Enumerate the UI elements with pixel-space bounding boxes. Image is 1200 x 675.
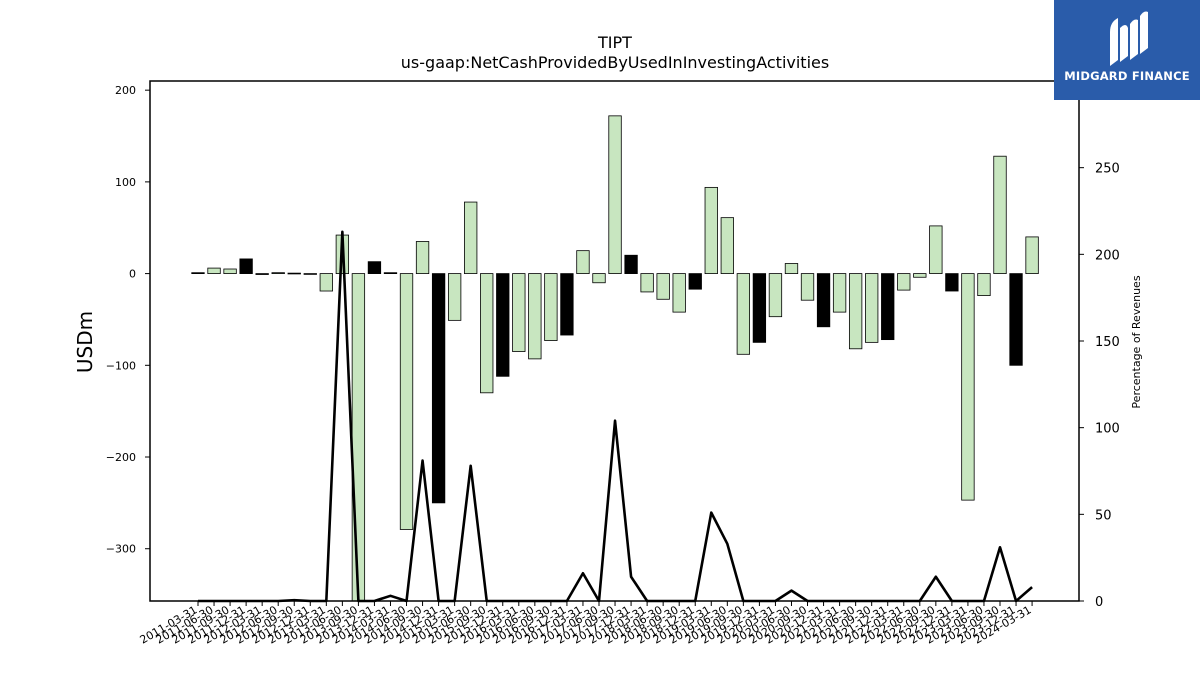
bar-2013-03-31: [319, 273, 333, 292]
bar-2014-09-30: [415, 241, 430, 274]
bar-2019-03-31: [704, 186, 718, 274]
right-tick-label: 250: [1095, 162, 1120, 177]
bar-2013-12-31: [367, 261, 382, 274]
left-tick-label: 0: [129, 268, 136, 281]
left-tick-label: −200: [106, 451, 136, 464]
chart-subtitle: us-gaap:NetCashProvidedByUsedInInvesting…: [401, 53, 829, 72]
bar-2014-06-30: [399, 273, 414, 530]
bar-2023-12-31: [1009, 273, 1023, 366]
bar-2016-06-30: [528, 273, 542, 360]
bar-2021-06-30: [848, 273, 863, 350]
bar-2012-12-31: [303, 273, 317, 275]
bar-2020-12-31: [816, 273, 831, 328]
bar-2012-06-30: [271, 272, 285, 274]
x-axis-ticks: 2011-03-312011-06-302011-09-302011-12-31…: [138, 601, 1034, 647]
left-axis-ticks: 200 100 0 −100 −200 −300: [106, 84, 150, 556]
bar-2014-12-31: [431, 273, 446, 504]
bar-2015-12-31: [496, 273, 510, 377]
bar-2016-09-30: [544, 273, 558, 341]
left-tick-label: 200: [115, 84, 136, 97]
bar-2015-06-30: [464, 201, 478, 274]
y2-axis-label: Percentage of Revenues: [1130, 275, 1143, 408]
bar-2021-12-31: [881, 273, 895, 341]
bar-2022-03-31: [897, 273, 911, 291]
bar-2020-06-30: [784, 263, 799, 274]
bar-2016-03-31: [512, 273, 526, 352]
y-axis-label: USDm: [73, 311, 97, 373]
bar-2020-03-31: [768, 273, 783, 318]
bar-2011-03-31: [191, 272, 205, 274]
bar-2015-09-30: [480, 273, 494, 394]
logo-text: MIDGARD FINANCE: [1064, 69, 1190, 83]
right-tick-label: 200: [1095, 248, 1120, 263]
left-tick-label: 100: [115, 176, 136, 189]
left-tick-label: −300: [106, 543, 136, 556]
bar-2023-09-30: [993, 155, 1007, 274]
right-tick-label: 50: [1095, 508, 1112, 523]
midgard-finance-logo: MIDGARD FINANCE: [1054, 0, 1200, 100]
bar-2016-12-31: [560, 273, 574, 336]
left-tick-label: −100: [106, 359, 136, 372]
bar-2022-12-31: [945, 273, 959, 292]
bar-2023-03-31: [961, 273, 975, 501]
bar-2017-06-30: [592, 273, 606, 284]
bar-2012-03-31: [255, 273, 269, 275]
bar-2023-06-30: [977, 273, 991, 296]
plot-frame: [149, 80, 1080, 602]
bar-2018-12-31: [688, 273, 702, 290]
bar-2020-09-30: [800, 273, 815, 301]
bar-2018-09-30: [672, 273, 686, 313]
bar-2019-06-30: [720, 217, 734, 274]
bar-2024-03-31: [1025, 236, 1039, 274]
bar-2021-03-31: [832, 273, 847, 313]
chart-title: TIPT: [597, 33, 632, 52]
bar-2017-12-31: [624, 254, 638, 274]
bar-2015-03-31: [447, 273, 462, 321]
bar-2012-09-30: [287, 272, 301, 275]
right-tick-label: 0: [1095, 595, 1103, 610]
bar-2011-12-31: [239, 258, 253, 274]
bar-2014-03-31: [383, 272, 398, 274]
bar-2011-06-30: [207, 267, 221, 274]
bar-2018-03-31: [640, 273, 654, 293]
bar-2011-09-30: [223, 268, 237, 275]
bars-layer: [191, 115, 1039, 602]
bar-2019-12-31: [752, 273, 767, 343]
bar-2017-09-30: [608, 115, 622, 274]
bar-2017-03-31: [576, 250, 590, 274]
right-tick-label: 150: [1095, 335, 1120, 350]
midgard-logo-icon: [1110, 11, 1148, 66]
bar-2013-09-30: [351, 273, 366, 602]
bar-2019-09-30: [736, 273, 751, 355]
bar-2018-06-30: [656, 273, 670, 300]
right-tick-label: 100: [1095, 422, 1120, 437]
bar-2021-09-30: [865, 273, 879, 343]
bar-2022-09-30: [929, 225, 943, 274]
bar-2022-06-30: [913, 273, 927, 278]
